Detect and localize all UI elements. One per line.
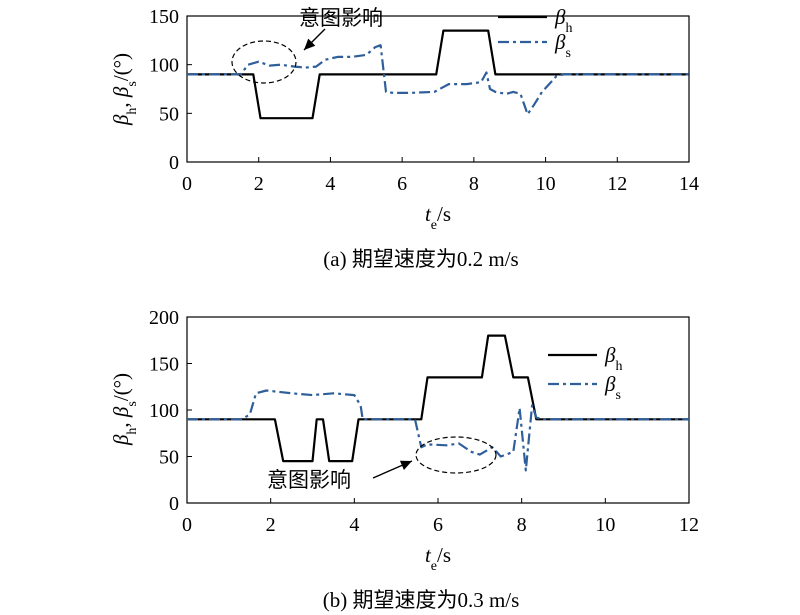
series-line-s: [187, 389, 689, 472]
x-axis-label: te/s: [425, 543, 451, 574]
series-line-s: [187, 44, 689, 116]
x-tick-label: 8: [517, 514, 527, 536]
y-tick-label: 100: [149, 55, 179, 77]
x-tick-label: 8: [469, 173, 479, 195]
y-tick-label: 150: [149, 6, 179, 28]
annotation-ellipse: [231, 40, 297, 84]
series-line-h: [187, 334, 689, 463]
legend-label-s: βs: [554, 30, 571, 61]
y-tick-label: 0: [169, 493, 179, 515]
figure-caption: (b) 期望速度为0.3 m/s: [323, 588, 520, 612]
legend-label-h: βh: [554, 5, 572, 36]
x-tick-label: 2: [254, 173, 264, 195]
y-tick-label: 100: [149, 400, 179, 422]
annotation-arrow-head: [399, 460, 412, 470]
x-axis-label: te/s: [425, 202, 451, 233]
x-tick-label: 0: [182, 514, 192, 536]
x-tick-label: 6: [433, 514, 443, 536]
x-tick-label: 6: [397, 173, 407, 195]
y-tick-label: 150: [149, 354, 179, 376]
figure-caption: (a) 期望速度为0.2 m/s: [323, 247, 518, 271]
x-tick-label: 12: [607, 173, 627, 195]
legend-label-h: βh: [604, 343, 622, 374]
x-tick-label: 10: [536, 173, 556, 195]
x-tick-label: 12: [679, 514, 699, 536]
plot-frame: [186, 15, 690, 163]
legend-label-s: βs: [604, 372, 621, 403]
annotation-text: 意图影响: [299, 6, 383, 30]
y-tick-label: 50: [159, 103, 179, 125]
y-tick-label: 50: [159, 447, 179, 469]
y-tick-label: 200: [149, 307, 179, 329]
x-tick-label: 4: [325, 173, 335, 195]
x-tick-label: 10: [595, 514, 615, 536]
annotation-arrow-head: [304, 38, 316, 50]
series-line-h: [187, 29, 689, 120]
y-axis-label: βh, βs/(°): [109, 373, 140, 446]
x-tick-label: 0: [182, 173, 192, 195]
y-tick-label: 0: [169, 152, 179, 174]
y-axis-label: βh, βs/(°): [109, 53, 140, 126]
annotation-text: 意图影响: [267, 468, 351, 492]
annotation-ellipse: [415, 436, 497, 474]
x-tick-label: 4: [349, 514, 359, 536]
x-tick-label: 14: [679, 173, 699, 195]
x-tick-label: 2: [266, 514, 276, 536]
